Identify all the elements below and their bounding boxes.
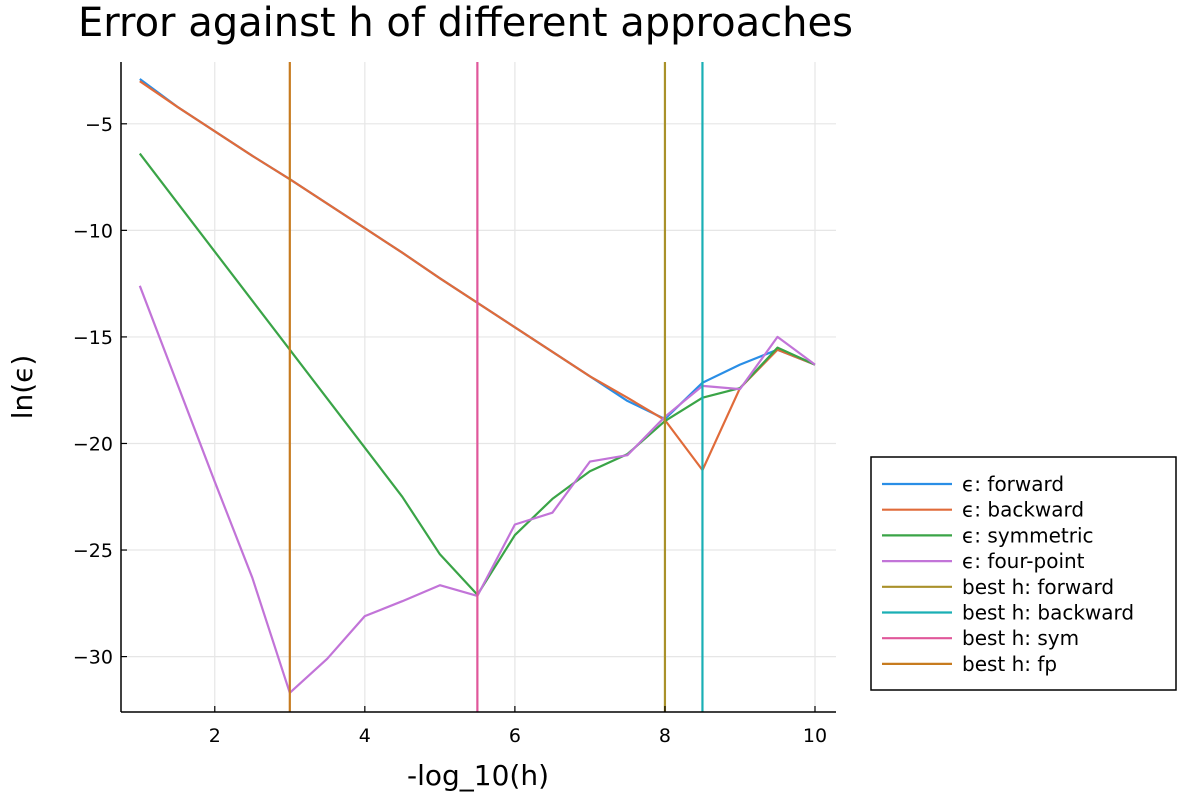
x-tick-label: 6 <box>509 725 521 747</box>
grid-y <box>121 123 836 658</box>
x-tick-label: 4 <box>359 725 371 747</box>
x-ticks: 2 4 6 8 10 <box>209 706 827 747</box>
legend-label: best h: forward <box>962 575 1114 599</box>
x-axis-label: -log_10(h) <box>407 759 549 792</box>
x-tick-label: 10 <box>803 725 827 747</box>
plot-vlines <box>288 62 704 712</box>
y-tick-label: −5 <box>85 114 113 136</box>
legend-box <box>870 456 1177 691</box>
y-tick-label: −30 <box>73 647 113 669</box>
y-tick-label: −20 <box>73 433 113 455</box>
chart-title: Error against h of different approaches <box>78 0 853 46</box>
legend-label: ϵ: four-point <box>962 549 1085 573</box>
y-tick-label: −25 <box>73 540 113 562</box>
y-ticks: −5 −10 −15 −20 −25 −30 <box>73 114 127 669</box>
legend-label: ϵ: forward <box>962 472 1064 496</box>
y-axis-label: ln(ϵ) <box>6 355 39 420</box>
legend-label: best h: backward <box>962 601 1134 625</box>
x-tick-label: 2 <box>209 725 221 747</box>
legend-label: best h: fp <box>962 652 1057 676</box>
legend-label: best h: sym <box>962 626 1079 650</box>
legend-label: ϵ: backward <box>962 498 1084 522</box>
x-tick-label: 8 <box>659 725 671 747</box>
legend-label: ϵ: symmetric <box>962 523 1094 547</box>
y-tick-label: −15 <box>73 327 113 349</box>
y-tick-label: −10 <box>73 220 113 242</box>
